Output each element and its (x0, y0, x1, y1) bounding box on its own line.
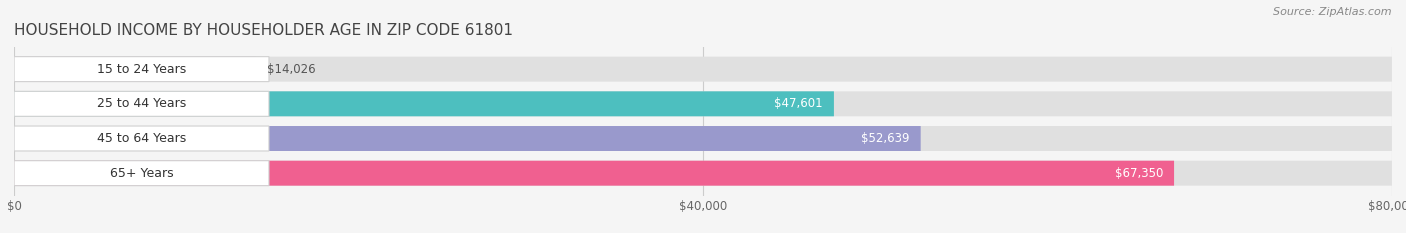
Text: 65+ Years: 65+ Years (110, 167, 173, 180)
Text: HOUSEHOLD INCOME BY HOUSEHOLDER AGE IN ZIP CODE 61801: HOUSEHOLD INCOME BY HOUSEHOLDER AGE IN Z… (14, 24, 513, 38)
FancyBboxPatch shape (14, 57, 256, 82)
FancyBboxPatch shape (14, 91, 269, 116)
Text: $14,026: $14,026 (267, 63, 315, 76)
Text: $47,601: $47,601 (775, 97, 823, 110)
Text: 45 to 64 Years: 45 to 64 Years (97, 132, 186, 145)
FancyBboxPatch shape (14, 91, 834, 116)
FancyBboxPatch shape (14, 126, 921, 151)
FancyBboxPatch shape (14, 126, 1392, 151)
Text: Source: ZipAtlas.com: Source: ZipAtlas.com (1274, 7, 1392, 17)
FancyBboxPatch shape (14, 126, 269, 151)
FancyBboxPatch shape (14, 161, 269, 186)
FancyBboxPatch shape (14, 161, 1392, 186)
FancyBboxPatch shape (14, 57, 269, 82)
Text: 25 to 44 Years: 25 to 44 Years (97, 97, 186, 110)
Text: $52,639: $52,639 (860, 132, 910, 145)
FancyBboxPatch shape (14, 57, 1392, 82)
Text: $67,350: $67,350 (1115, 167, 1163, 180)
FancyBboxPatch shape (14, 161, 1174, 186)
Text: 15 to 24 Years: 15 to 24 Years (97, 63, 186, 76)
FancyBboxPatch shape (14, 91, 1392, 116)
